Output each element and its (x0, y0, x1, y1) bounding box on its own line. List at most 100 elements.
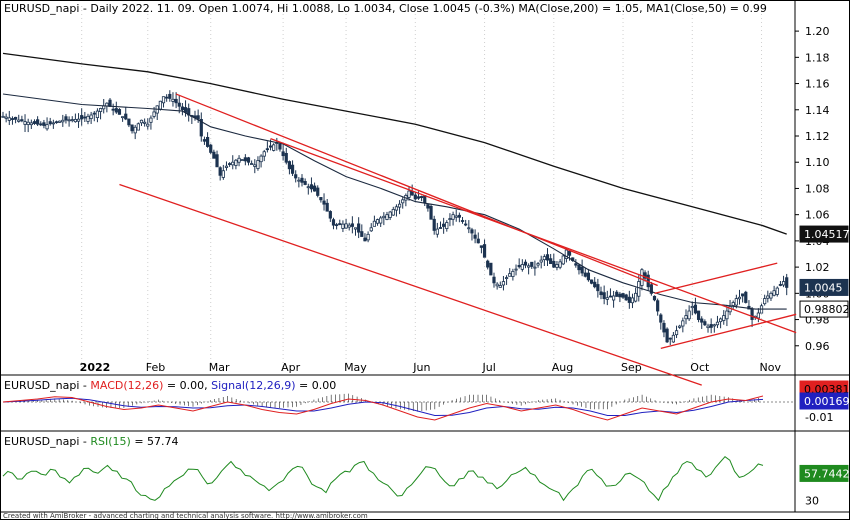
candle-body (325, 202, 329, 212)
candle-body (42, 122, 46, 126)
candle-body (312, 185, 317, 192)
candle-body (7, 117, 11, 121)
x-axis-label: Mar (209, 361, 230, 374)
candle-body (652, 295, 657, 301)
candle-body (234, 159, 238, 166)
candle-body (564, 249, 568, 259)
candle-body (706, 325, 710, 329)
candle-body (309, 184, 314, 190)
candle-body (703, 321, 707, 326)
candle-body (212, 151, 216, 159)
ma50-badge: 0.98802 (804, 303, 850, 316)
candle-body (495, 283, 499, 287)
candle-body (577, 264, 581, 271)
candle-body (413, 194, 417, 200)
price-y-tick-label: 1.20 (805, 25, 830, 38)
rsi-y-tick-label: 30 (805, 494, 819, 507)
candle-body (637, 281, 641, 297)
candle-body (542, 256, 546, 261)
candle-body (394, 206, 399, 211)
candle-body (593, 281, 597, 288)
price-y-tick-label: 1.06 (805, 209, 830, 222)
candle-body (454, 215, 458, 218)
candle-body (256, 160, 260, 169)
trend-channel-line (119, 183, 702, 386)
candle-body (196, 115, 200, 120)
trend-channel-line (660, 313, 797, 350)
candle-body (29, 122, 33, 126)
candle-body (240, 159, 244, 162)
candle-body (111, 108, 115, 111)
candle-body (39, 123, 43, 126)
candle-body (589, 279, 594, 284)
candle-body (369, 227, 373, 232)
candle-body (530, 261, 534, 267)
candle-body (372, 220, 376, 227)
candle-body (98, 108, 103, 112)
candle-body (511, 270, 515, 277)
candle-body (202, 139, 207, 142)
candle-body (382, 215, 386, 219)
candle-body (476, 238, 480, 244)
candle-body (634, 292, 638, 302)
candle-body (231, 161, 235, 166)
candle-body (630, 297, 635, 304)
candle-body (205, 136, 210, 147)
rsi-header: EURUSD_napi - RSI(15) = 57.74 (4, 435, 179, 448)
candle-body (67, 119, 71, 122)
rsi-value-badge-bg (799, 464, 849, 482)
candle-body (58, 120, 62, 123)
candle-body (656, 300, 660, 312)
candle-body (297, 179, 301, 182)
candle-body (734, 298, 738, 306)
candle-body (611, 295, 616, 301)
candle-body (48, 121, 52, 125)
candle-body (243, 157, 247, 162)
candle-body (36, 119, 40, 125)
candle-body (489, 262, 493, 276)
candle-body (696, 310, 701, 320)
candle-body (504, 277, 509, 280)
candle-body (769, 292, 773, 299)
candle-body (171, 98, 175, 102)
candle-body (124, 113, 128, 120)
candle-body (13, 116, 18, 120)
macd-header: EURUSD_napi - MACD(12,26) = 0.00, Signal… (4, 379, 336, 392)
candle-body (281, 151, 285, 157)
candle-body (51, 122, 55, 125)
candle-body (640, 269, 644, 286)
trend-channel-line (654, 262, 778, 294)
candle-body (331, 219, 336, 226)
candle-body (621, 293, 625, 298)
candle-body (523, 261, 528, 266)
price-y-tick-label: 1.16 (805, 78, 830, 91)
candle-body (741, 293, 745, 297)
candle-body (391, 209, 395, 216)
candle-body (756, 312, 760, 319)
candle-body (517, 264, 521, 268)
candle-body (508, 273, 512, 277)
candle-body (785, 277, 789, 288)
candle-body (177, 102, 181, 107)
rsi-panel (2, 456, 764, 502)
candle-body (514, 268, 518, 271)
value-badges: 1.045171.00450.988020.003810.0016957.744… (799, 225, 850, 482)
macd-y-tick-label: -0.01 (805, 411, 833, 424)
candle-body (130, 124, 134, 132)
candle-body (681, 320, 685, 327)
candle-body (615, 291, 619, 297)
candle-body (228, 163, 232, 165)
candle-body (775, 287, 779, 295)
candle-body (215, 154, 219, 168)
candle-body (114, 108, 118, 113)
candle-body (602, 292, 606, 299)
candle-body (690, 306, 694, 309)
candle-body (596, 284, 600, 292)
close-badge-bg (799, 278, 849, 296)
candle-body (722, 315, 726, 321)
ma200-badge: 1.04517 (804, 228, 850, 241)
candle-body (533, 266, 537, 269)
candle-body (319, 197, 323, 201)
candle-body (284, 152, 288, 163)
